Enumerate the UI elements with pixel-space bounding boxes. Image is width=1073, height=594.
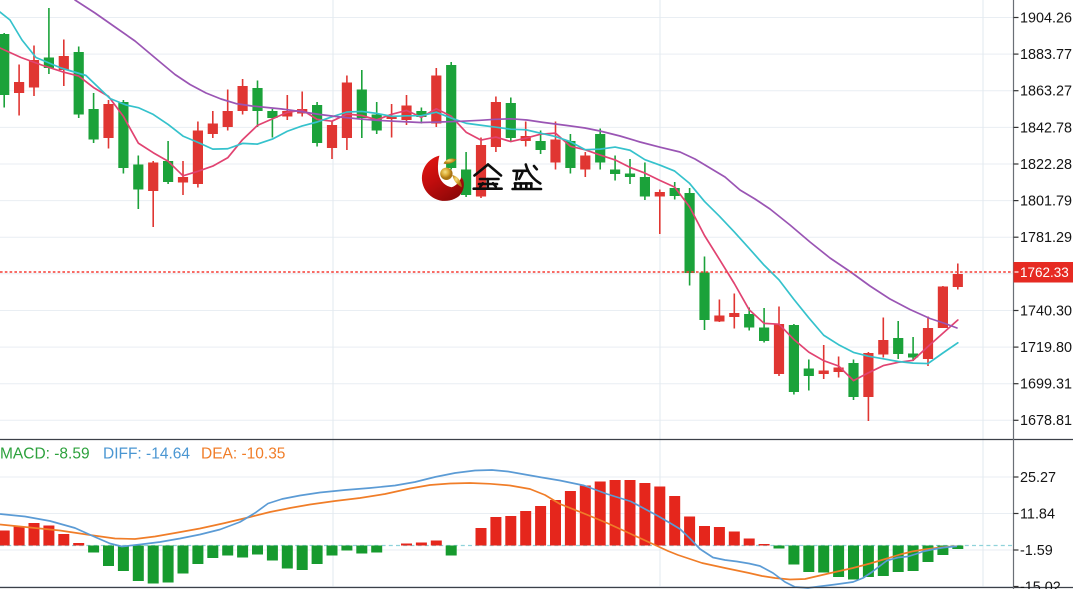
svg-text:25.27: 25.27 (1020, 470, 1056, 486)
svg-text:DIFF: -14.64: DIFF: -14.64 (103, 446, 190, 463)
svg-text:DEA: -10.35: DEA: -10.35 (201, 446, 285, 463)
svg-text:1822.28: 1822.28 (1020, 157, 1072, 173)
svg-text:-15.02: -15.02 (1020, 579, 1061, 589)
svg-text:11.84: 11.84 (1020, 506, 1055, 522)
svg-text:1904.26: 1904.26 (1020, 10, 1072, 26)
svg-text:1719.80: 1719.80 (1020, 340, 1072, 356)
svg-text:1762.33: 1762.33 (1020, 265, 1069, 280)
svg-text:MACD: -8.59: MACD: -8.59 (0, 446, 90, 463)
svg-text:1678.81: 1678.81 (1020, 413, 1072, 429)
svg-text:-1.59: -1.59 (1020, 543, 1053, 559)
svg-text:1781.29: 1781.29 (1020, 230, 1072, 246)
svg-text:1699.31: 1699.31 (1020, 377, 1072, 393)
svg-text:1801.79: 1801.79 (1020, 194, 1072, 210)
svg-text:1883.77: 1883.77 (1020, 47, 1072, 63)
svg-text:1863.27: 1863.27 (1020, 84, 1072, 100)
svg-text:1842.78: 1842.78 (1020, 120, 1072, 136)
svg-text:1740.30: 1740.30 (1020, 303, 1072, 319)
